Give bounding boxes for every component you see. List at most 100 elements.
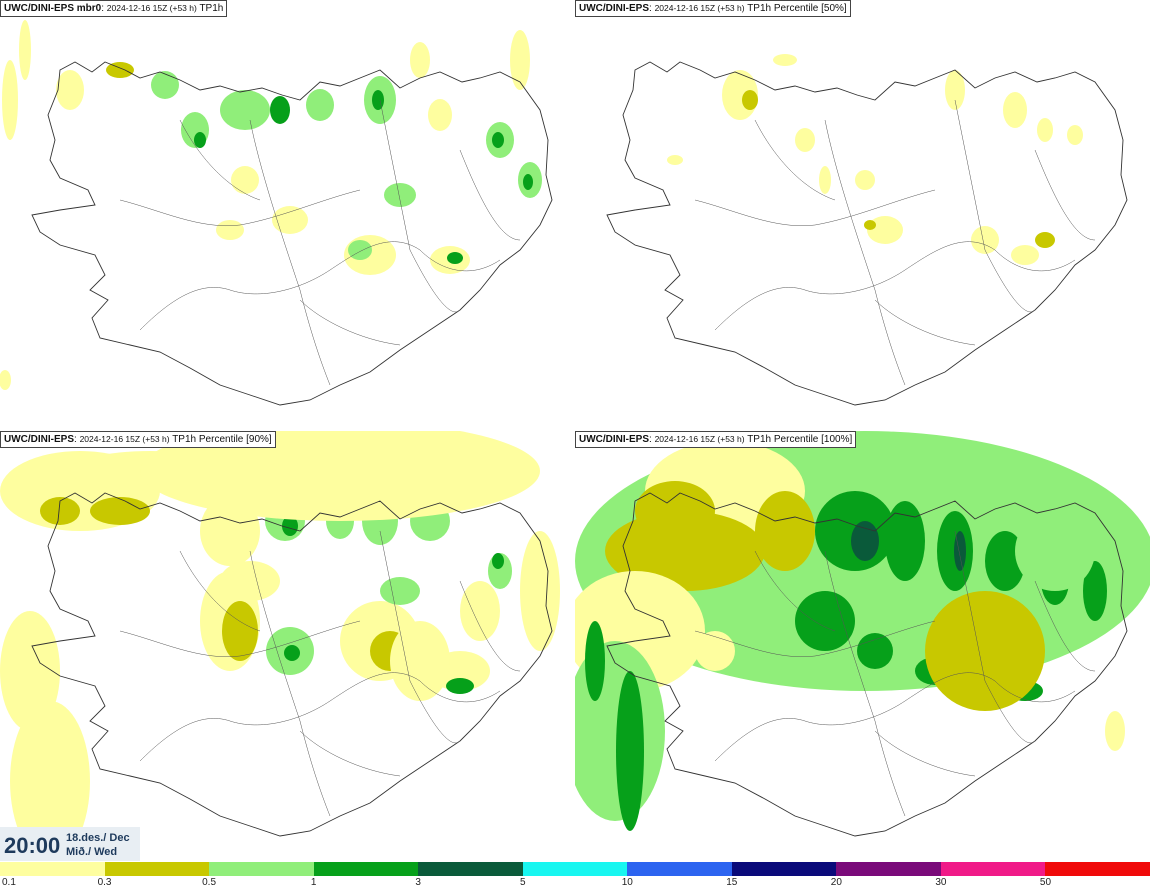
colorbar-segment (1045, 862, 1150, 876)
boundary-line (1034, 580, 1096, 672)
precip-area (194, 132, 206, 148)
precip-map (0, 431, 560, 861)
precip-area (742, 90, 758, 110)
colorbar-segment (0, 862, 105, 876)
coastline (606, 492, 1128, 837)
precip-area (773, 54, 797, 66)
run-info: 2024-12-16 15Z (+53 h) (654, 3, 745, 13)
precip-area (384, 183, 416, 207)
precip-area (855, 170, 875, 190)
precip-area (348, 240, 372, 260)
colorbar-segment (209, 862, 314, 876)
precip-area (40, 497, 80, 525)
precip-area (520, 531, 560, 651)
colorbar-segment (104, 862, 210, 876)
model-name: UWC/DINI-EPS (579, 434, 649, 445)
boundary-line (459, 149, 521, 241)
precip-area (447, 252, 463, 264)
precip-area (410, 42, 430, 78)
boundary-line (874, 730, 976, 777)
precip-area (284, 645, 300, 661)
run-info: 2024-12-16 15Z (+53 h) (106, 3, 197, 13)
precip-area (605, 511, 765, 591)
boundary-line (179, 550, 261, 632)
boundary-line (179, 119, 261, 201)
precip-area (1067, 125, 1083, 145)
precip-area (867, 216, 903, 244)
boundary-line (139, 241, 501, 331)
precip-area (523, 174, 533, 190)
boundary-line (954, 530, 1036, 744)
precip-area (954, 531, 966, 571)
product-name: TP1h (199, 3, 224, 14)
colorbar-ticks: 0.1 0.3 0.5 1 3 5 10 15 20 30 50 (0, 877, 1150, 891)
valid-time-box: 20:00 18.des./ Dec Mið./ Wed (0, 827, 140, 861)
colorbar-tick-label: 30 (935, 877, 947, 888)
colorbar-segment (522, 862, 628, 876)
map-panel-p100: UWC/DINI-EPS: 2024-12-16 15Z (+53 h) TP1… (575, 431, 1150, 862)
precip-area (492, 132, 504, 148)
colorbar-tick-label: 5 (519, 877, 526, 888)
boundary-line (754, 119, 836, 201)
precip-area (695, 631, 735, 671)
model-name: UWC/DINI-EPS (4, 434, 74, 445)
precip-area (795, 591, 855, 651)
valid-hour: 20:00 (4, 833, 61, 858)
precip-area (222, 601, 258, 661)
precip-area (510, 30, 530, 90)
colorbar-segment (940, 862, 1046, 876)
valid-date-line2: Mið./ Wed (66, 846, 118, 858)
precip-colorbar (0, 862, 1150, 876)
precip-area (1083, 561, 1107, 621)
precip-area (56, 70, 84, 110)
precip-area (616, 671, 644, 831)
panel-title: UWC/DINI-EPS: 2024-12-16 15Z (+53 h) TP1… (575, 0, 851, 17)
boundary-line (379, 530, 461, 744)
precip-area (19, 20, 31, 80)
boundary-line (119, 189, 361, 226)
coastline (31, 492, 553, 837)
colorbar-tick-label: 20 (830, 877, 842, 888)
boundary-line (299, 299, 401, 346)
colorbar-tick-label: 10 (621, 877, 633, 888)
precip-area (667, 155, 683, 165)
boundary-line (874, 299, 976, 346)
colorbar-segment (418, 862, 523, 876)
precip-area (282, 516, 298, 536)
boundary-line (824, 550, 906, 817)
precip-area (306, 89, 334, 121)
precip-area (1105, 711, 1125, 751)
precip-area (0, 611, 60, 731)
boundary-line (139, 672, 501, 762)
colorbar-tick-label: 0.5 (202, 877, 217, 888)
precip-area (971, 226, 999, 254)
coastline (31, 61, 553, 406)
precip-area (1011, 245, 1039, 265)
precip-area (372, 90, 384, 110)
precip-area (2, 60, 18, 140)
precip-area (795, 128, 815, 152)
colorbar-segment (627, 862, 732, 876)
precip-area (380, 577, 420, 605)
precip-area (446, 678, 474, 694)
run-info: 2024-12-16 15Z (+53 h) (79, 434, 170, 444)
model-name: UWC/DINI-EPS (579, 3, 649, 14)
boundary-line (299, 730, 401, 777)
precip-area (585, 621, 605, 701)
precip-area (460, 581, 500, 641)
precip-area (1037, 118, 1053, 142)
run-info: 2024-12-16 15Z (+53 h) (654, 434, 745, 444)
colorbar-segment (313, 862, 419, 876)
valid-date-line1: 18.des./ Dec (66, 832, 130, 844)
precip-area (390, 621, 450, 701)
boundary-line (694, 189, 936, 226)
precip-map (606, 54, 1128, 406)
panel-title: UWC/DINI-EPS mbr0: 2024-12-16 15Z (+53 h… (0, 0, 228, 17)
boundary-line (249, 119, 331, 386)
colorbar-tick-label: 3 (415, 877, 421, 888)
precip-area (1035, 232, 1055, 248)
boundary-line (119, 620, 361, 657)
precip-area (220, 90, 270, 130)
boundary-line (954, 99, 1036, 313)
precip-area (857, 633, 893, 669)
